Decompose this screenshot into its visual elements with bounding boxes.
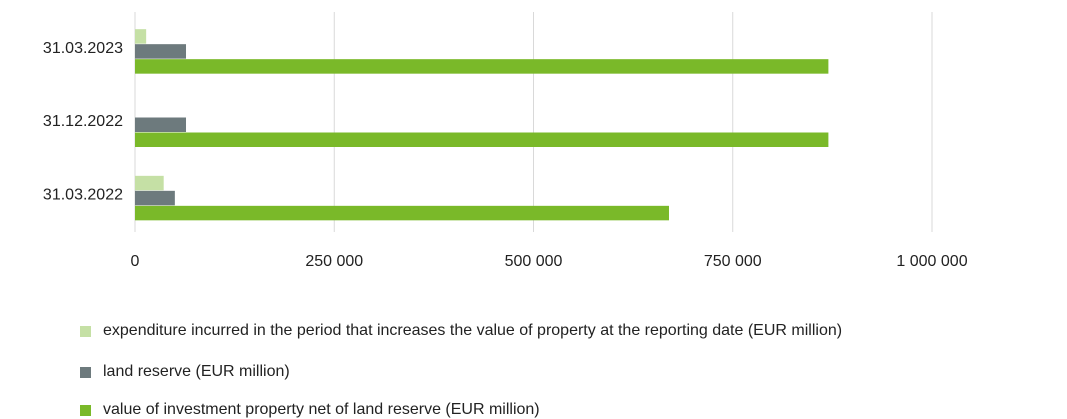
legend-swatch [80,367,91,378]
legend-label: land reserve (EUR million) [103,363,290,380]
bar [135,175,164,191]
legend-label: expenditure incurred in the period that … [103,322,842,339]
x-tick-label: 0 [131,253,140,270]
x-tick-label: 1 000 000 [896,253,967,270]
legend-swatch [80,405,91,416]
bar [135,117,187,132]
y-tick-label: 31.03.2022 [43,187,123,204]
bar [135,132,829,147]
legend-swatch [80,326,91,337]
bar [135,59,829,74]
bar [135,205,669,221]
y-tick-label: 31.03.2023 [43,40,123,57]
legend-label: value of investment property net of land… [103,401,540,418]
bar [135,190,175,206]
bar [135,29,147,44]
bar [135,44,187,59]
x-tick-label: 750 000 [704,253,762,270]
y-tick-label: 31.12.2022 [43,113,123,130]
x-tick-label: 500 000 [505,253,563,270]
x-tick-label: 250 000 [305,253,363,270]
